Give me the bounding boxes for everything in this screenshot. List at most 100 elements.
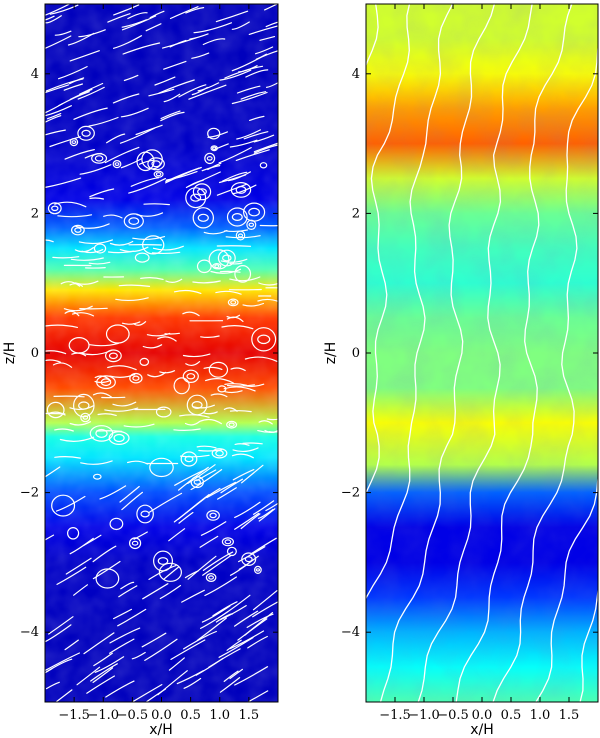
streamline: [229, 276, 261, 282]
streamline: [103, 214, 123, 219]
right-panel-texture: [366, 4, 598, 702]
streamline: [79, 164, 112, 175]
streamline: [224, 390, 243, 394]
streamline: [93, 652, 113, 667]
streamline: [212, 601, 238, 617]
streamline: [192, 280, 221, 284]
eddy: [257, 334, 271, 345]
streamline: [57, 214, 93, 218]
right-panel: −1.5−1.0−0.5 0.0 0.5 1.0 1.5 −4 −2 0 2 4 x/H z/H: [323, 3, 599, 738]
eddy: [211, 146, 217, 150]
streamline: [202, 551, 234, 571]
streamline: [168, 528, 186, 542]
streamline: [182, 311, 200, 317]
streamline: [253, 134, 275, 143]
eddy: [226, 546, 237, 557]
eddy: [74, 227, 82, 233]
streamline: [79, 82, 104, 95]
streamline: [70, 257, 104, 261]
eddy: [255, 568, 261, 572]
streamline: [117, 608, 147, 627]
eddy: [207, 127, 221, 140]
eddy: [226, 420, 238, 429]
streamline: [74, 280, 99, 285]
streamline: [154, 76, 176, 86]
streamline: [120, 107, 149, 118]
streamline: [64, 639, 79, 651]
eddy: [208, 575, 215, 580]
streamline: [113, 4, 140, 16]
streamline: [185, 361, 201, 367]
x-tick-label: 0.5: [501, 708, 522, 723]
streamline: [257, 508, 274, 519]
streamline: [146, 332, 171, 337]
y-tick-label: −4: [20, 625, 39, 640]
eddy: [209, 512, 217, 519]
streamline: [147, 371, 167, 378]
eddy: [132, 375, 140, 381]
streamline: [219, 677, 241, 693]
x-tick-label: −1.5: [58, 708, 90, 723]
eddy: [235, 230, 246, 241]
streamline: [215, 10, 249, 23]
streamline: [138, 159, 155, 165]
streamline: [243, 131, 269, 140]
eddy: [212, 263, 222, 270]
streamline: [221, 171, 248, 182]
streamline: [113, 608, 132, 620]
streamline: [215, 290, 242, 295]
streamline: [88, 261, 111, 265]
eddy: [222, 254, 232, 262]
streamline: [234, 443, 250, 446]
streamline: [145, 23, 162, 32]
streamline: [47, 113, 62, 120]
streamline: [218, 637, 254, 658]
streamline: [257, 298, 278, 302]
eddy: [241, 552, 257, 566]
streamline: [266, 418, 278, 421]
eddy: [192, 183, 212, 201]
streamline: [72, 312, 95, 317]
eddy: [244, 556, 253, 563]
eddy: [131, 540, 139, 546]
streamline: [188, 84, 227, 100]
eddy: [153, 170, 164, 178]
streamline: [243, 383, 265, 387]
streamline: [191, 52, 210, 59]
streamline: [246, 690, 269, 702]
streamline: [170, 639, 206, 660]
streamline: [164, 332, 180, 335]
streamline: [204, 576, 237, 597]
streamline: [131, 684, 163, 702]
eddy: [230, 181, 252, 198]
streamline: [109, 374, 136, 378]
streamline: [45, 105, 72, 116]
streamline: [178, 511, 194, 524]
eddy: [237, 233, 244, 238]
streamline: [184, 420, 201, 426]
streamline: [259, 36, 276, 41]
streamline: [59, 436, 95, 442]
eddy: [66, 526, 80, 540]
streamline: [45, 652, 80, 671]
streamline: [159, 370, 176, 374]
right-panel-ylabel: z/H: [323, 342, 339, 365]
left-panel-xlabel: x/H: [149, 722, 173, 738]
streamline: [223, 670, 239, 682]
eddy: [224, 539, 232, 545]
streamline: [121, 321, 141, 325]
eddy: [114, 162, 120, 167]
eddy: [251, 327, 277, 352]
eddy: [70, 224, 85, 236]
streamline: [135, 124, 163, 136]
streamline: [165, 278, 183, 284]
streamline: [89, 342, 119, 347]
streamline: [90, 663, 118, 682]
streamline: [55, 495, 86, 512]
streamline: [118, 585, 138, 598]
streamline: [198, 449, 223, 452]
streamline: [69, 421, 92, 426]
streamline: [238, 65, 258, 73]
eddy: [109, 517, 124, 531]
streamline: [45, 15, 55, 21]
